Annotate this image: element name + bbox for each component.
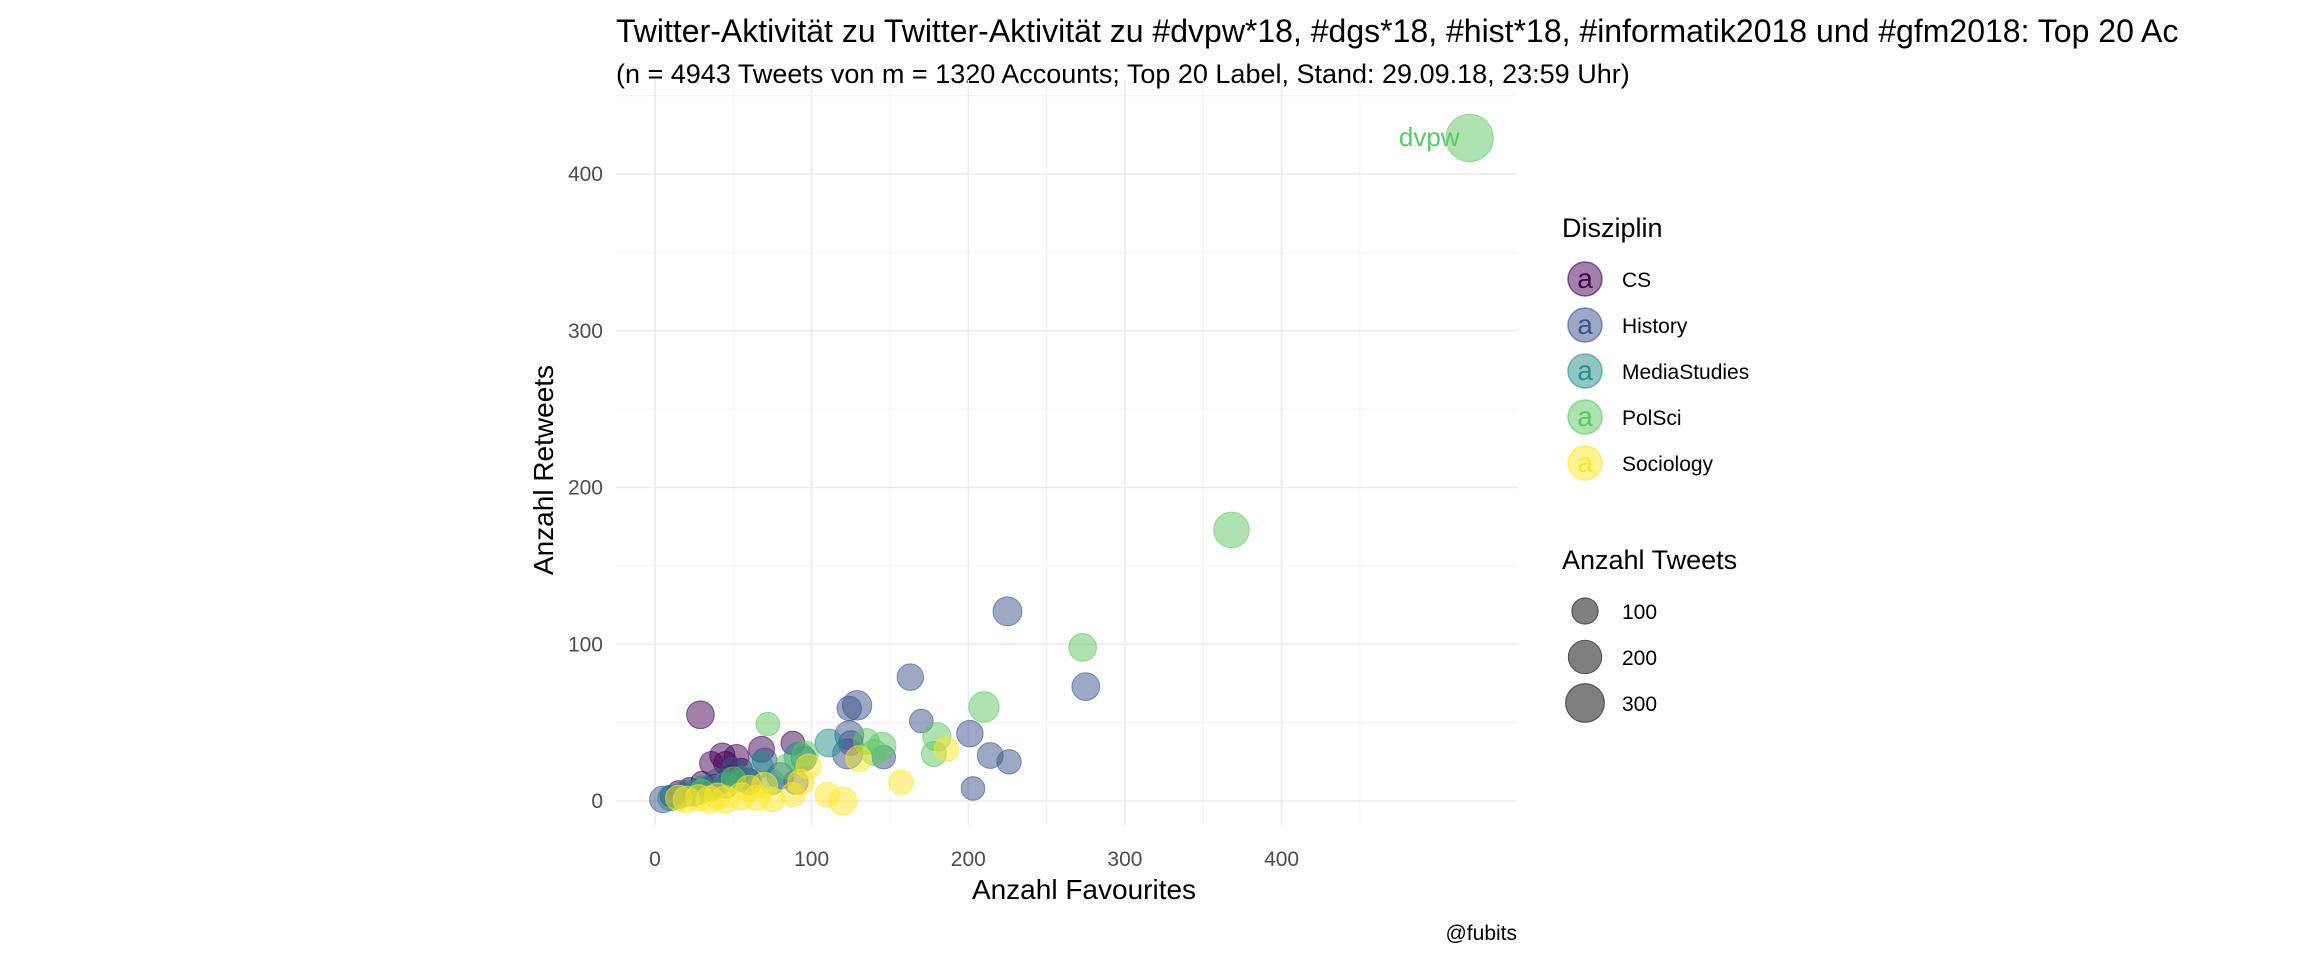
grid (616, 80, 1517, 825)
chart-title: Twitter-Aktivität zu Twitter-Aktivität z… (616, 13, 2178, 49)
data-point (996, 749, 1022, 775)
legend-label: PolSci (1622, 407, 1682, 430)
chart-subtitle: (n = 4943 Tweets von m = 1320 Accounts; … (616, 59, 1630, 89)
size-legend-key (1571, 597, 1599, 625)
y-tick-label: 400 (568, 163, 603, 186)
data-point (992, 596, 1023, 627)
data-point (1213, 511, 1250, 549)
y-axis-title: Anzahl Retweets (528, 365, 559, 575)
data-point (933, 736, 960, 762)
data-point (755, 711, 781, 737)
data-point (836, 695, 862, 722)
x-tick-label: 200 (951, 848, 986, 871)
legend-key (1567, 261, 1603, 297)
chart-caption: @fubits (1445, 922, 1517, 945)
legend-label: History (1622, 315, 1688, 338)
data-point (968, 691, 1000, 723)
data-point (1445, 113, 1494, 163)
point-label: dvpw (1399, 122, 1460, 152)
x-tick-label: 100 (794, 848, 829, 871)
legend-label: CS (1622, 269, 1651, 292)
data-points (649, 113, 1494, 816)
data-point (814, 728, 844, 758)
data-point (1068, 633, 1098, 662)
color-legend: Disziplin a CS a History a MediaStudies a PolSc… (1562, 213, 1749, 481)
legend-key-glyph: a (1577, 447, 1593, 478)
x-tick-label: 300 (1107, 848, 1142, 871)
size-legend-key (1567, 639, 1603, 675)
data-point (814, 782, 841, 808)
x-tick-label: 0 (649, 848, 661, 871)
data-point (888, 769, 914, 795)
data-point (1071, 672, 1101, 701)
size-legend-title: Anzahl Tweets (1562, 545, 1737, 575)
legend-label: Sociology (1622, 453, 1714, 476)
legend-label: MediaStudies (1622, 361, 1749, 384)
data-point (665, 784, 692, 812)
data-point (896, 663, 925, 691)
size-legend: Anzahl Tweets 100 200 300 (1562, 545, 1737, 723)
legend-key-glyph: a (1577, 309, 1593, 340)
y-axis-ticks: 0 100 200 300 400 (568, 163, 603, 813)
size-legend-key (1565, 683, 1605, 723)
legend-key (1567, 445, 1603, 481)
data-point (795, 753, 822, 780)
size-legend-label: 300 (1622, 693, 1657, 716)
legend-key-glyph: a (1577, 263, 1593, 294)
legend-key (1567, 307, 1603, 343)
legend-key (1567, 399, 1603, 435)
size-legend-label: 200 (1622, 647, 1657, 670)
y-tick-label: 100 (568, 633, 603, 656)
legend-key (1567, 353, 1603, 389)
annotations: dvpw (1399, 122, 1460, 152)
color-legend-title: Disziplin (1562, 213, 1663, 243)
y-tick-label: 300 (568, 320, 603, 343)
x-tick-label: 400 (1264, 848, 1299, 871)
x-axis-ticks: 0 100 200 300 400 (649, 848, 1299, 871)
legend-key-glyph: a (1577, 401, 1593, 432)
legend-key-glyph: a (1577, 355, 1593, 386)
data-point (751, 771, 779, 799)
data-point (686, 700, 715, 730)
x-axis-title: Anzahl Favourites (972, 874, 1196, 905)
data-point (956, 719, 984, 748)
y-tick-label: 0 (591, 790, 603, 813)
y-tick-label: 200 (568, 477, 603, 500)
data-point (960, 776, 986, 801)
size-legend-label: 100 (1622, 601, 1657, 624)
data-point (845, 745, 873, 773)
